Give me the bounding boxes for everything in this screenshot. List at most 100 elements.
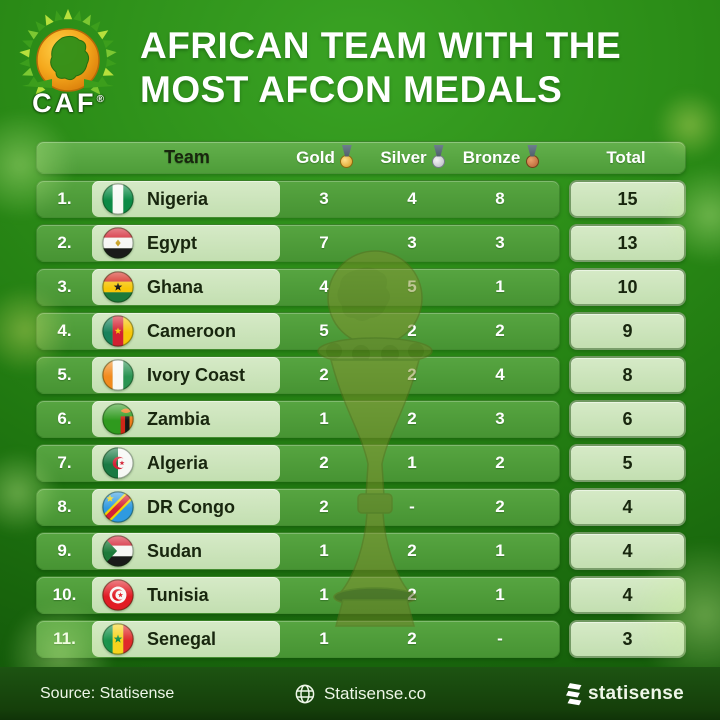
dr-congo-flag-icon xyxy=(102,491,134,523)
column-header-bronze: Bronze xyxy=(457,144,545,169)
rank-label: 9. xyxy=(57,541,72,560)
source-text: Source: Statisense xyxy=(40,684,175,702)
silver-medal-icon xyxy=(432,144,446,169)
website-item: Statisense.co xyxy=(294,683,426,705)
bronze-count: 1 xyxy=(495,277,505,296)
table-row: 6. Zambia 1 2 3 6 xyxy=(36,400,686,438)
total-pill: 3 xyxy=(569,620,686,658)
brand-text: statisense xyxy=(588,682,684,704)
senegal-flag-icon xyxy=(102,623,134,655)
gold-count: 7 xyxy=(319,233,329,252)
gold-count: 2 xyxy=(319,365,329,384)
website-text: Statisense.co xyxy=(323,683,427,703)
rank-label: 11. xyxy=(53,629,76,648)
row-bar: 9. Sudan 1 2 1 xyxy=(36,532,560,570)
zambia-flag-icon xyxy=(102,403,134,435)
table-body: 1. Nigeria 3 4 8 15 2. Egypt 7 3 3 13 3. xyxy=(36,180,686,658)
bronze-count: 8 xyxy=(495,189,505,208)
bronze-count: 3 xyxy=(495,409,505,428)
rank-label: 7. xyxy=(57,453,72,472)
team-name: Tunisia xyxy=(147,584,209,605)
bronze-count: 2 xyxy=(495,497,505,516)
gold-count: 4 xyxy=(319,277,329,296)
silver-count: 2 xyxy=(407,321,417,340)
rank-label: 2. xyxy=(57,233,72,252)
silver-count: 2 xyxy=(407,365,417,384)
silver-count: 2 xyxy=(407,629,417,648)
gold-count: 2 xyxy=(319,453,329,472)
team-name: Senegal xyxy=(147,628,217,649)
poster-title-line2: MOST AFCON MEDALS xyxy=(140,69,563,110)
team-pill: Sudan xyxy=(92,533,280,569)
total-pill: 4 xyxy=(569,488,686,526)
rank-label: 4. xyxy=(57,321,72,340)
rank-label: 6. xyxy=(57,409,72,428)
statisense-brand: statisense xyxy=(566,682,684,706)
silver-count: 2 xyxy=(407,585,417,604)
caf-logo-text: CAF® xyxy=(32,88,104,118)
total-pill: 4 xyxy=(569,576,686,614)
silver-count: 2 xyxy=(407,541,417,560)
table-row: 8. DR Congo 2 - 2 4 xyxy=(36,488,686,526)
statisense-logo-icon xyxy=(566,682,582,705)
total-pill: 9 xyxy=(569,312,686,350)
row-bar: 4. Cameroon 5 2 2 xyxy=(36,312,560,350)
bronze-medal-icon xyxy=(525,144,539,169)
team-pill: Algeria xyxy=(92,445,280,481)
row-bar: 3. Ghana 4 5 1 xyxy=(36,268,560,306)
table-row: 7. Algeria 2 1 2 5 xyxy=(36,444,686,482)
team-pill: Egypt xyxy=(92,225,280,261)
team-pill: Ghana xyxy=(92,269,280,305)
team-name: DR Congo xyxy=(147,496,235,517)
table-header-row: Team Gold Silver Bronze Total xyxy=(36,141,686,174)
rank-label: 10. xyxy=(52,585,77,604)
row-bar: 6. Zambia 1 2 3 xyxy=(36,400,560,438)
team-name: Cameroon xyxy=(147,320,237,341)
team-pill: Zambia xyxy=(92,401,280,437)
row-bar: 10. Tunisia 1 2 1 xyxy=(36,576,560,614)
row-bar: 2. Egypt 7 3 3 xyxy=(36,224,560,262)
team-name: Sudan xyxy=(147,540,203,561)
ghana-flag-icon xyxy=(102,271,134,303)
team-pill: Senegal xyxy=(92,621,280,657)
bronze-count: 3 xyxy=(495,233,505,252)
gold-count: 1 xyxy=(319,585,329,604)
gold-count: 2 xyxy=(319,497,329,516)
bronze-count: 4 xyxy=(495,365,505,384)
row-bar: 11. Senegal 1 2 - xyxy=(36,620,560,658)
team-pill: Nigeria xyxy=(92,181,280,217)
gold-count: 1 xyxy=(319,629,329,648)
silver-count: 3 xyxy=(407,233,417,252)
column-header-total: Total xyxy=(606,147,646,167)
team-pill: DR Congo xyxy=(92,489,280,525)
silver-count: 4 xyxy=(407,189,417,208)
column-header-gold: Gold xyxy=(281,144,369,169)
row-bar: 5. Ivory Coast 2 2 4 xyxy=(36,356,560,394)
team-name: Egypt xyxy=(147,232,198,253)
total-pill: 6 xyxy=(569,400,686,438)
cameroon-flag-icon xyxy=(102,315,134,347)
team-pill: Tunisia xyxy=(92,577,280,613)
algeria-flag-icon xyxy=(102,447,134,479)
rank-label: 5. xyxy=(57,365,72,384)
tunisia-flag-icon xyxy=(102,579,134,611)
silver-count: 5 xyxy=(407,277,417,296)
team-name: Ivory Coast xyxy=(147,364,246,385)
gold-count: 1 xyxy=(319,409,329,428)
bronze-count: 1 xyxy=(495,541,505,560)
bronze-count: 2 xyxy=(495,453,505,472)
table-row: 5. Ivory Coast 2 2 4 8 xyxy=(36,356,686,394)
table-row: 1. Nigeria 3 4 8 15 xyxy=(36,180,686,218)
gold-count: 1 xyxy=(319,541,329,560)
team-name: Zambia xyxy=(147,408,211,429)
bronze-count: 1 xyxy=(495,585,505,604)
team-pill: Cameroon xyxy=(92,313,280,349)
row-bar: 7. Algeria 2 1 2 xyxy=(36,444,560,482)
total-pill: 15 xyxy=(569,180,686,218)
silver-count: 1 xyxy=(407,453,417,472)
total-pill: 13 xyxy=(569,224,686,262)
table-row: 2. Egypt 7 3 3 13 xyxy=(36,224,686,262)
caf-emblem-icon xyxy=(19,9,117,95)
total-pill: 5 xyxy=(569,444,686,482)
nigeria-flag-icon xyxy=(102,183,134,215)
